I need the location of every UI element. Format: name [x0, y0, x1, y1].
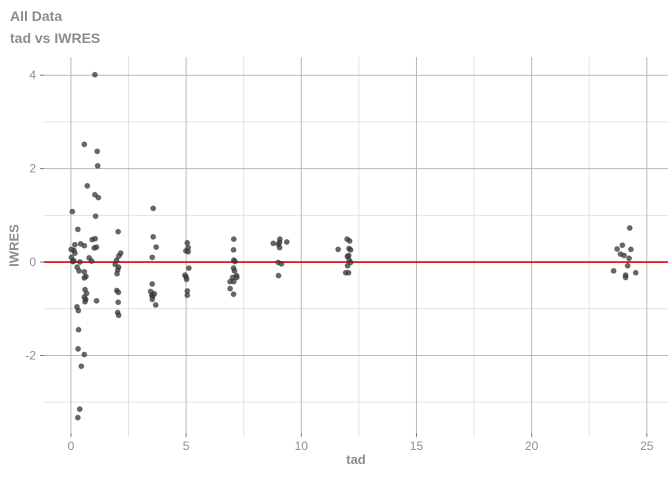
data-point [115, 289, 122, 296]
data-point [115, 312, 122, 319]
data-point [227, 285, 234, 292]
data-point [71, 250, 78, 257]
data-point [91, 191, 98, 198]
data-point [114, 270, 121, 277]
data-point [82, 298, 89, 305]
data-point [112, 261, 119, 268]
data-point [614, 245, 621, 252]
data-point [94, 162, 101, 169]
data-point [626, 224, 633, 231]
data-point [230, 246, 237, 253]
data-point [91, 71, 98, 78]
x-tick-label: 15 [410, 439, 424, 453]
x-tick-label: 5 [183, 439, 190, 453]
data-point [152, 302, 159, 309]
data-point [149, 254, 156, 261]
data-point [84, 182, 91, 189]
plot-title: All Data [10, 8, 63, 24]
data-point [150, 233, 157, 240]
data-point [627, 246, 634, 253]
plot-subtitle: tad vs IWRES [10, 30, 101, 46]
data-point [184, 292, 191, 299]
data-point [68, 246, 75, 253]
data-point [231, 267, 238, 274]
data-point [610, 267, 617, 274]
data-point [153, 244, 160, 251]
data-point [619, 242, 626, 249]
data-point [335, 246, 342, 253]
data-point [76, 267, 83, 274]
data-point [344, 262, 351, 269]
data-point [115, 228, 122, 235]
data-point [92, 235, 99, 242]
data-point [74, 226, 81, 233]
data-point [185, 248, 192, 255]
data-point [347, 259, 354, 266]
data-point [78, 363, 85, 370]
data-point [230, 236, 237, 243]
data-point [622, 274, 629, 281]
data-point [69, 208, 76, 215]
data-point [185, 265, 192, 272]
data-point [115, 299, 122, 306]
data-point [149, 281, 156, 288]
y-tick-label: -2 [25, 348, 36, 362]
x-tick-label: 20 [525, 439, 539, 453]
data-point [149, 296, 156, 303]
data-point [276, 244, 283, 251]
data-point [92, 213, 99, 220]
data-point [278, 260, 285, 267]
data-point [276, 239, 283, 246]
y-tick-label: 2 [29, 162, 36, 176]
data-point [71, 241, 78, 248]
y-tick-label: 4 [29, 68, 36, 82]
data-point [621, 252, 628, 259]
x-tick-label: 0 [68, 439, 75, 453]
data-point [184, 239, 191, 246]
data-point [75, 326, 82, 333]
data-point [345, 269, 352, 276]
data-point [94, 148, 101, 155]
data-point [75, 345, 82, 352]
data-point [115, 252, 122, 259]
data-point [233, 274, 240, 281]
data-point [95, 194, 102, 201]
x-axis-title: tad [346, 452, 366, 467]
data-point [632, 269, 639, 276]
data-point [93, 244, 100, 251]
data-point [230, 291, 237, 298]
x-tick-label: 25 [640, 439, 654, 453]
data-point [81, 242, 88, 249]
data-point [230, 278, 237, 285]
data-point [346, 238, 353, 245]
data-point [270, 240, 277, 247]
data-point [275, 272, 282, 279]
data-point [93, 297, 100, 304]
x-tick-label: 10 [295, 439, 309, 453]
data-point [75, 307, 82, 314]
data-point [81, 268, 88, 275]
data-point [626, 255, 633, 262]
y-axis-title: IWRES [6, 224, 22, 267]
data-point [74, 414, 81, 421]
data-point [283, 238, 290, 245]
data-point [76, 259, 83, 266]
data-point [183, 276, 190, 283]
data-point [81, 141, 88, 148]
data-point [70, 257, 77, 264]
data-point [624, 262, 631, 269]
y-tick-label: 0 [29, 255, 36, 269]
data-point [81, 274, 88, 281]
data-point [81, 351, 88, 358]
data-point [76, 406, 83, 413]
data-point [347, 246, 354, 253]
data-point [88, 258, 95, 265]
data-point [150, 205, 157, 212]
data-point [231, 258, 238, 265]
data-point [83, 290, 90, 297]
